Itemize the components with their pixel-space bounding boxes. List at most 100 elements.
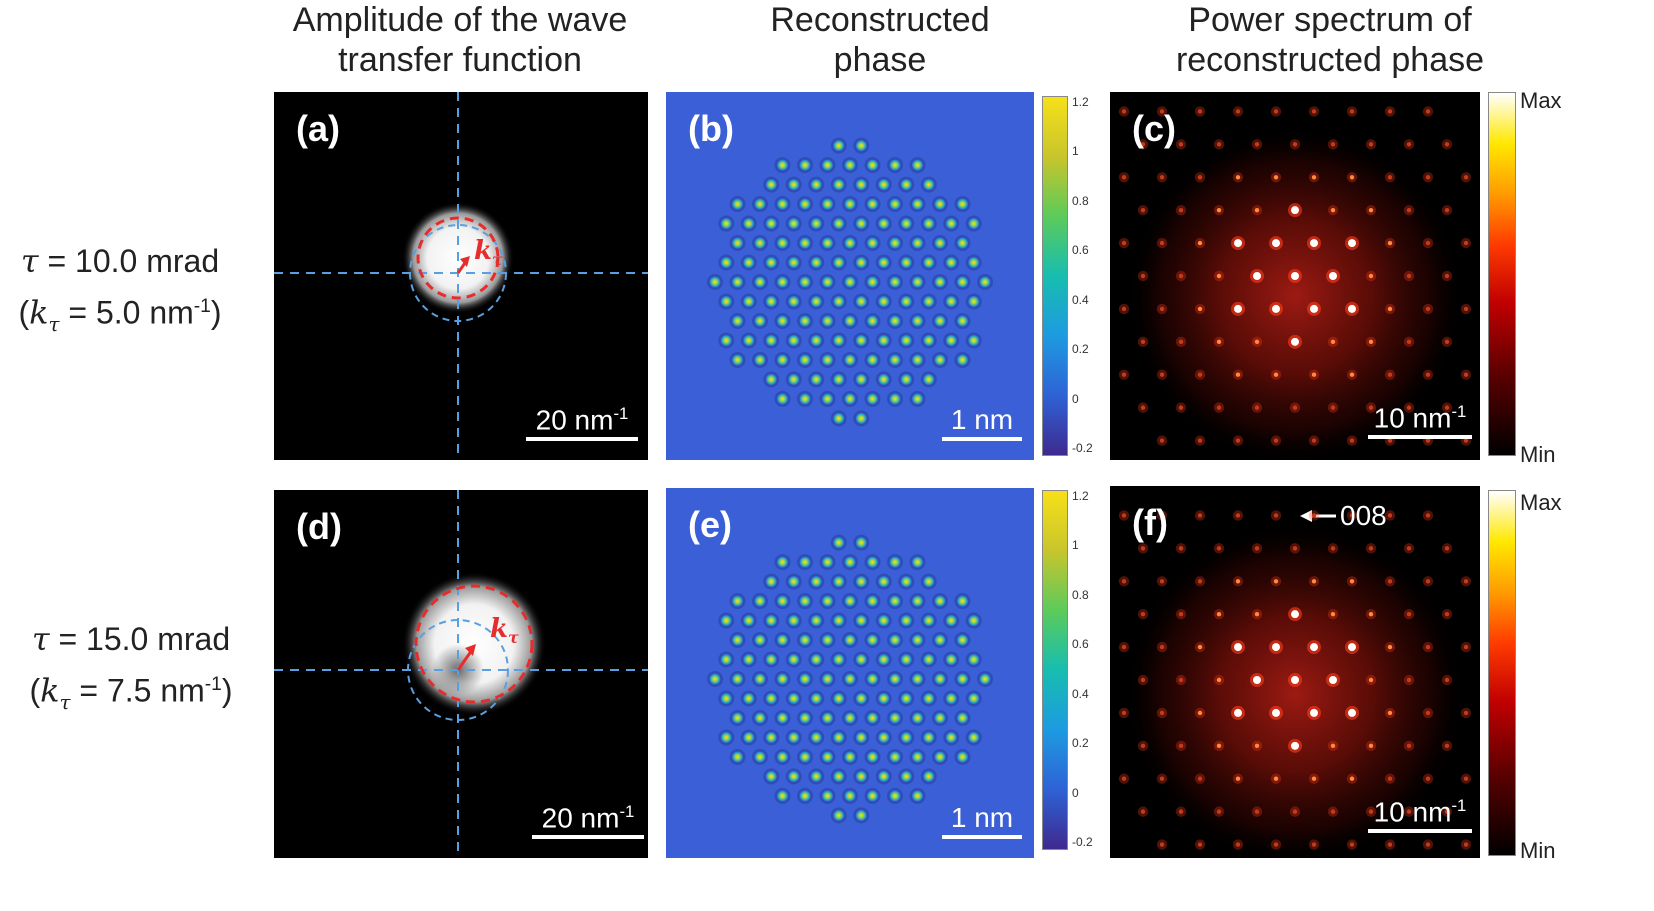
atom xyxy=(912,159,923,171)
diffraction-spot xyxy=(1254,207,1260,213)
colorbar-tick: 0.2 xyxy=(1072,342,1089,357)
diffraction-spot xyxy=(1349,513,1355,518)
atom xyxy=(923,576,935,588)
atom xyxy=(934,354,946,366)
diffraction-spot xyxy=(1387,438,1393,443)
atom xyxy=(799,315,811,327)
diffraction-spot xyxy=(1368,546,1374,551)
diffraction-spot xyxy=(1159,372,1165,377)
diffraction-spot xyxy=(1291,741,1299,750)
atom xyxy=(912,354,923,366)
atom xyxy=(743,257,755,269)
diffraction-spot xyxy=(1444,677,1450,683)
atom xyxy=(945,295,957,307)
atom xyxy=(810,692,822,704)
atom xyxy=(934,595,946,607)
diffraction-spot xyxy=(1121,306,1127,312)
diffraction-spot xyxy=(1387,579,1393,584)
atom xyxy=(923,654,935,666)
diffraction-spot xyxy=(1348,643,1356,652)
atom xyxy=(855,809,867,821)
atom xyxy=(844,634,856,646)
k-subscript: τ xyxy=(59,691,71,715)
atom xyxy=(855,770,867,782)
atom xyxy=(754,634,766,646)
scale-bar-a: 20 nm-1 xyxy=(526,404,638,442)
atom xyxy=(912,315,923,327)
diffraction-spot xyxy=(1444,611,1450,617)
atom xyxy=(799,751,811,763)
diffraction-spot xyxy=(1254,743,1260,749)
atom xyxy=(732,237,743,249)
diffraction-spot xyxy=(1159,513,1165,518)
atom xyxy=(945,731,957,743)
atom xyxy=(889,159,901,171)
diffraction-spot xyxy=(1197,710,1203,716)
diffraction-spot xyxy=(1159,710,1165,716)
diffraction-spot xyxy=(1216,207,1222,213)
scale-bar-f-line xyxy=(1368,829,1472,834)
atom xyxy=(822,751,833,763)
diffraction-spot xyxy=(1216,339,1222,345)
atom xyxy=(833,537,845,549)
diffraction-spot xyxy=(1330,339,1336,345)
atom xyxy=(889,673,901,685)
atom xyxy=(867,198,878,210)
atom xyxy=(934,315,946,327)
diffraction-spot xyxy=(1368,743,1374,749)
blue-aperture-circle xyxy=(409,224,507,322)
diffraction-spot xyxy=(1387,842,1393,847)
diffraction-spot xyxy=(1330,809,1336,814)
diffraction-spot xyxy=(1311,175,1317,180)
tau-line-2: τ = 15.0 mrad xyxy=(0,616,262,662)
atom xyxy=(900,334,912,346)
diffraction-spot xyxy=(1291,676,1299,684)
atom xyxy=(855,334,867,346)
diffraction-spot xyxy=(1254,339,1260,345)
atom xyxy=(799,556,811,568)
diffraction-spot xyxy=(1159,644,1165,650)
atom xyxy=(754,315,766,327)
diffraction-spot xyxy=(1216,142,1222,147)
atom xyxy=(855,615,867,627)
colorbar-tick: 0.4 xyxy=(1072,292,1089,307)
diffraction-spot xyxy=(1463,579,1469,584)
atom xyxy=(867,393,878,405)
diffraction-spot xyxy=(1310,643,1318,652)
diffraction-spot xyxy=(1253,272,1261,280)
diffraction-spot xyxy=(1406,809,1412,814)
diffraction-spot xyxy=(1234,708,1242,717)
atom xyxy=(934,712,946,724)
atom xyxy=(810,295,822,307)
row-label-2: τ = 15.0 mrad (kτ = 7.5 nm-1) xyxy=(0,616,262,726)
diffraction-spot xyxy=(1197,372,1203,377)
diffraction-spot xyxy=(1368,677,1374,683)
diffraction-spot xyxy=(1197,109,1203,114)
atom xyxy=(957,315,968,327)
atom xyxy=(822,712,833,724)
diffraction-spot xyxy=(1178,677,1184,683)
atom xyxy=(765,615,777,627)
diffraction-spot xyxy=(1178,546,1184,551)
atom xyxy=(900,218,912,230)
diffraction-spot xyxy=(1387,306,1393,312)
diffraction-spot xyxy=(1273,513,1279,518)
atom xyxy=(889,751,901,763)
atom xyxy=(878,257,890,269)
atom xyxy=(765,334,777,346)
diffraction-spot xyxy=(1368,339,1374,345)
diffraction-spot xyxy=(1406,611,1412,617)
diffraction-spot xyxy=(1349,438,1355,443)
atom xyxy=(777,159,788,171)
atom xyxy=(923,731,935,743)
diffraction-spot xyxy=(1292,142,1298,147)
diffraction-spot xyxy=(1330,546,1336,551)
atom xyxy=(878,731,890,743)
ps-colorbar-f xyxy=(1488,490,1516,856)
diffraction-spot xyxy=(1273,109,1279,114)
diffraction-spot xyxy=(1444,207,1450,213)
diffraction-spot xyxy=(1216,546,1222,551)
atom xyxy=(765,257,777,269)
atom xyxy=(833,179,845,191)
atom xyxy=(765,373,777,385)
